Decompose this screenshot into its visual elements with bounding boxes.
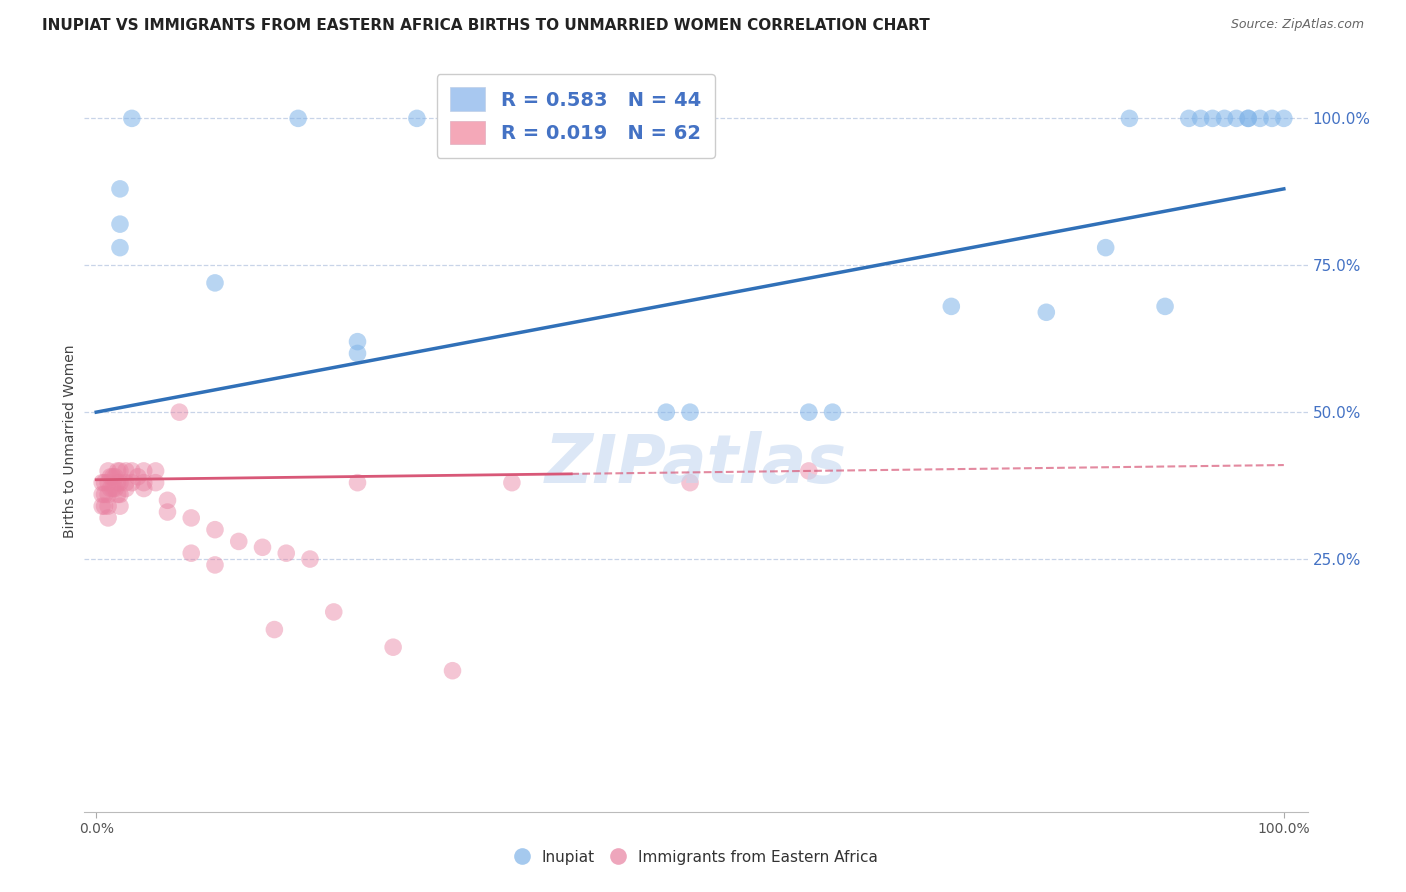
Point (97, 499, 120, 513)
Point (97, 487, 120, 501)
Point (1035, 305, 1057, 319)
Point (97, 464, 120, 478)
Point (107, 487, 129, 501)
Point (679, 475, 702, 490)
Point (346, 475, 368, 490)
Point (132, 475, 155, 490)
Point (108, 487, 131, 501)
Point (346, 334, 368, 349)
Point (298, 552, 321, 566)
Point (115, 482, 138, 496)
Point (1154, 299, 1177, 313)
Point (1249, 112, 1271, 126)
Point (501, 475, 523, 490)
Point (121, 475, 143, 490)
Legend: Inupiat, Immigrants from Eastern Africa: Inupiat, Immigrants from Eastern Africa (508, 844, 884, 871)
Point (679, 405, 702, 419)
Point (1237, 112, 1260, 126)
Point (121, 464, 143, 478)
Point (1237, 112, 1260, 126)
Point (287, 112, 309, 126)
Point (169, 405, 191, 419)
Point (108, 499, 131, 513)
Point (156, 505, 179, 519)
Point (1178, 112, 1201, 126)
Point (180, 546, 202, 560)
Point (91, 475, 114, 490)
Point (100, 482, 122, 496)
Point (1118, 112, 1140, 126)
Point (441, 664, 464, 678)
Point (97, 475, 120, 490)
Point (104, 482, 127, 496)
Point (108, 241, 131, 255)
Point (1213, 112, 1236, 126)
Point (97, 511, 120, 525)
Point (91, 499, 114, 513)
Point (228, 534, 250, 549)
Point (263, 623, 285, 637)
Point (132, 482, 155, 496)
Point (107, 464, 129, 478)
Point (180, 511, 202, 525)
Point (204, 558, 226, 572)
Point (104, 470, 127, 484)
Point (108, 182, 131, 196)
Point (346, 346, 368, 360)
Point (132, 464, 155, 478)
Point (406, 112, 429, 126)
Point (145, 464, 167, 478)
Point (797, 405, 820, 419)
Point (115, 464, 138, 478)
Text: INUPIAT VS IMMIGRANTS FROM EASTERN AFRICA BIRTHS TO UNMARRIED WOMEN CORRELATION : INUPIAT VS IMMIGRANTS FROM EASTERN AFRIC… (42, 18, 929, 33)
Point (322, 605, 344, 619)
Point (145, 475, 167, 490)
Point (1225, 112, 1247, 126)
Point (1201, 112, 1223, 126)
Point (93, 487, 115, 501)
Point (101, 482, 124, 496)
Point (252, 541, 274, 555)
Text: Source: ZipAtlas.com: Source: ZipAtlas.com (1230, 18, 1364, 31)
Point (91, 487, 114, 501)
Point (156, 493, 179, 508)
Point (108, 217, 131, 231)
Point (93, 499, 115, 513)
Point (100, 470, 122, 484)
Point (127, 470, 149, 484)
Text: ZIPatlas: ZIPatlas (546, 431, 846, 497)
Point (1261, 112, 1284, 126)
Point (821, 405, 844, 419)
Point (941, 299, 963, 313)
Point (108, 464, 131, 478)
Point (1189, 112, 1212, 126)
Point (1272, 112, 1295, 126)
Point (93, 475, 115, 490)
Point (101, 470, 124, 484)
Y-axis label: Births to Unmarried Women: Births to Unmarried Women (63, 345, 77, 538)
Point (1094, 241, 1116, 255)
Point (121, 112, 143, 126)
Point (204, 276, 226, 290)
Point (115, 475, 138, 490)
Point (107, 475, 129, 490)
Point (797, 464, 820, 478)
Point (108, 475, 131, 490)
Point (204, 523, 226, 537)
Point (276, 546, 298, 560)
Point (655, 405, 678, 419)
Point (382, 640, 405, 655)
